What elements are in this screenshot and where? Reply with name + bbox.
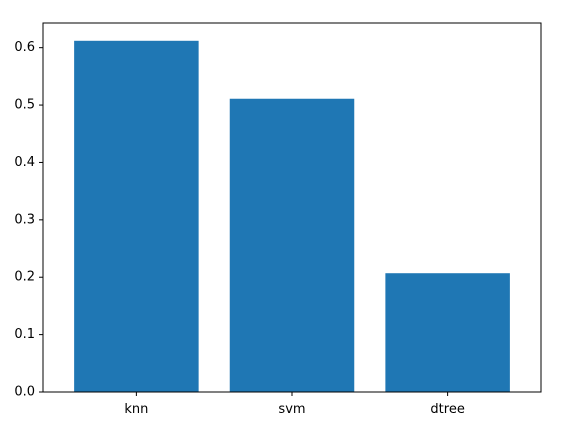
- y-tick-label: 0.6: [14, 40, 35, 55]
- x-axis-ticks: knn svm dtree: [124, 392, 465, 417]
- y-tick-label: 0.2: [14, 270, 35, 285]
- bar-svm: [229, 98, 355, 392]
- axes-frame: [42, 22, 542, 393]
- x-tick-label-knn: knn: [124, 402, 148, 417]
- y-tick-label: 0.0: [14, 385, 35, 400]
- bar-knn: [74, 40, 199, 392]
- y-axis-ticks: 0.0 0.1 0.2 0.3 0.4 0.5 0.6: [14, 40, 43, 400]
- y-tick-label: 0.1: [14, 327, 35, 342]
- bars-group: [74, 40, 510, 392]
- y-tick-label: 0.3: [14, 212, 35, 227]
- y-tick-label: 0.5: [14, 98, 35, 113]
- x-tick-label-dtree: dtree: [430, 402, 464, 417]
- x-tick-label-svm: svm: [278, 402, 305, 417]
- bar-dtree: [385, 273, 510, 392]
- y-tick-label: 0.4: [14, 155, 35, 170]
